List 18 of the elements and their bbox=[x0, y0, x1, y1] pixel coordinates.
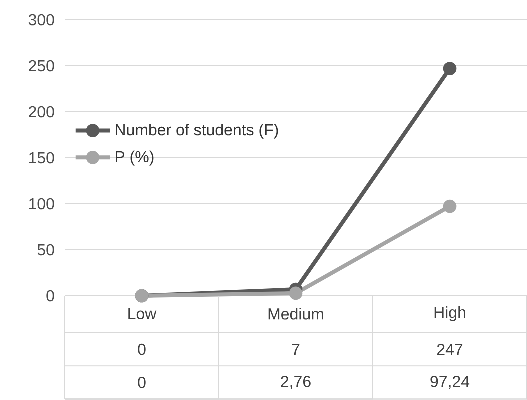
data-label: 0 bbox=[138, 377, 146, 388]
legend-label: P (%) bbox=[116, 150, 154, 166]
x-tick-label: Medium bbox=[268, 308, 324, 320]
data-label: 2,76 bbox=[281, 376, 311, 390]
y-tick-label: 200 bbox=[29, 106, 54, 118]
legend-label: Number of students (F) bbox=[116, 124, 278, 139]
y-tick-label: 250 bbox=[29, 60, 54, 72]
x-tick-label: High bbox=[434, 306, 466, 322]
y-tick-label: 150 bbox=[29, 152, 54, 164]
data-label: 0 bbox=[138, 344, 146, 356]
y-tick-label: 100 bbox=[29, 198, 54, 210]
data-label: 247 bbox=[437, 344, 463, 356]
x-tick-label: Low bbox=[128, 308, 157, 320]
data-label: 7 bbox=[292, 344, 300, 356]
data-label: 97,24 bbox=[430, 376, 470, 390]
y-tick-label: 0 bbox=[46, 290, 54, 302]
y-tick-label: 50 bbox=[38, 244, 54, 256]
y-tick-label: 300 bbox=[28, 14, 54, 26]
